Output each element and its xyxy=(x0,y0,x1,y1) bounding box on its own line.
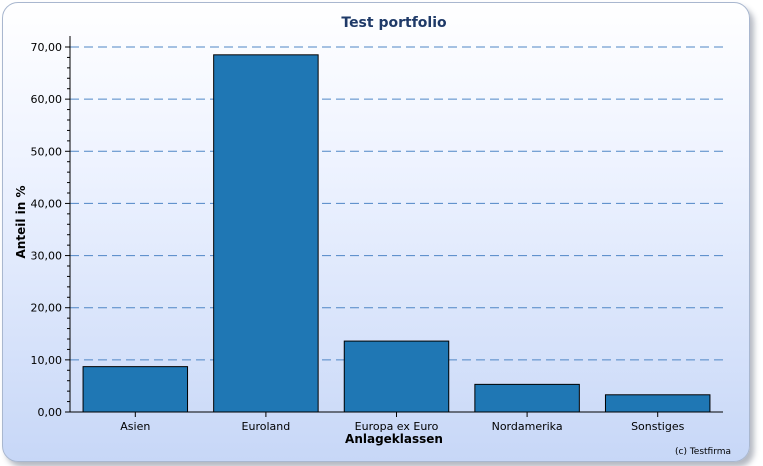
x-tick-label: Nordamerika xyxy=(492,420,563,433)
y-axis-label: Anteil in % xyxy=(14,186,28,259)
gridlines xyxy=(70,46,723,361)
bar-europa-ex-euro xyxy=(343,340,450,413)
y-axis-ticks: 0,00 10,00 20,00 30,00 40,00 50,00 60,00 70,00 xyxy=(31,41,70,419)
x-tick-label: Euroland xyxy=(242,420,291,433)
x-axis-ticks: Asien Euroland Europa ex Euro Nordamerika So… xyxy=(120,412,685,433)
x-tick-label: Sonstiges xyxy=(631,420,685,433)
y-tick-label: 50,00 xyxy=(31,145,63,158)
x-tick-label: Asien xyxy=(120,420,150,433)
bar-nordamerika xyxy=(474,383,580,413)
y-tick-label: 30,00 xyxy=(31,250,63,263)
bar-euroland xyxy=(213,54,319,413)
y-tick-label: 0,00 xyxy=(38,406,63,419)
y-tick-label: 60,00 xyxy=(31,93,63,106)
x-axis-label: Anlageklassen xyxy=(345,432,443,446)
y-tick-label: 20,00 xyxy=(31,302,63,315)
y-tick-label: 10,00 xyxy=(31,354,63,367)
y-tick-label: 70,00 xyxy=(31,41,63,54)
bars xyxy=(82,54,711,413)
chart-title: Test portfolio xyxy=(341,15,447,31)
bar-asien xyxy=(82,366,189,413)
copyright-credit: (c) Testfirma xyxy=(675,447,731,457)
bar-sonstiges xyxy=(604,394,711,413)
y-tick-label: 40,00 xyxy=(31,197,63,210)
x-tick-label: Europa ex Euro xyxy=(355,420,439,433)
